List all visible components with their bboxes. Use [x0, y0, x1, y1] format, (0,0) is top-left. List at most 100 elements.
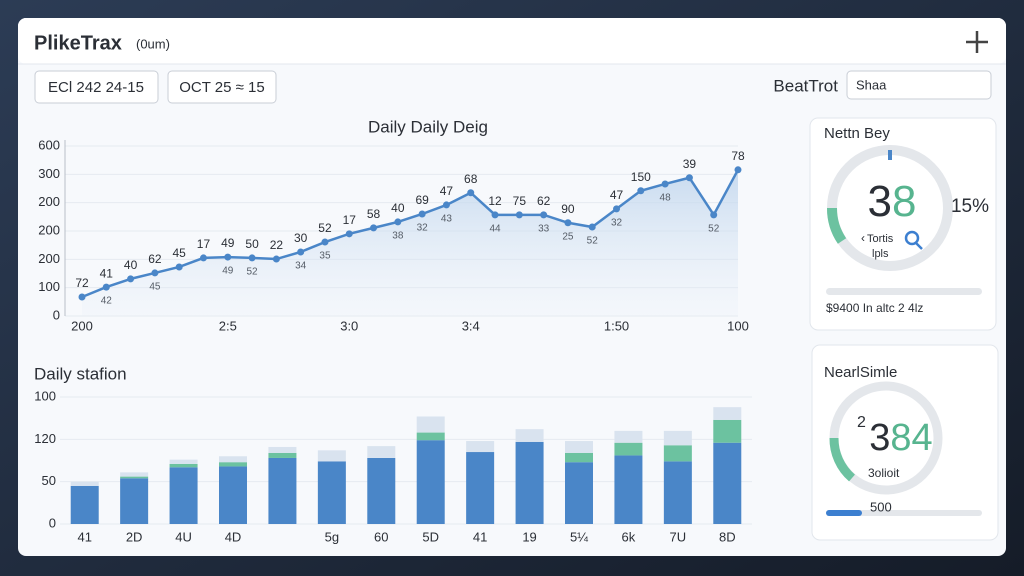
card-value: 38 [868, 177, 917, 226]
x-tick-label: 19 [522, 529, 536, 544]
value-accent: 8 [892, 177, 916, 226]
point-label: 41 [100, 266, 114, 280]
point-label: 58 [367, 207, 381, 221]
y-tick-label: 200 [38, 222, 60, 237]
app-title: PlikeTrax [34, 32, 122, 54]
y-tick-label: 50 [42, 473, 56, 488]
point [515, 211, 523, 219]
point [613, 205, 621, 213]
point-sublabel: 52 [708, 223, 720, 234]
bar-segment [268, 452, 297, 458]
toolbar-label: BeatTrot [773, 76, 838, 95]
point-sublabel: 52 [247, 267, 259, 278]
bar-segment [416, 432, 445, 441]
y-tick-label: 100 [38, 279, 60, 294]
bar-segment [466, 452, 495, 524]
point [418, 210, 426, 218]
x-tick-label: 7U [670, 529, 687, 544]
point-sublabel: 38 [392, 231, 404, 242]
bar-segment [713, 442, 742, 524]
point [467, 189, 475, 197]
bar-segment [317, 461, 346, 524]
point-label: 17 [197, 237, 211, 251]
point-label: 47 [610, 188, 624, 202]
card-line1: Tortis [867, 233, 894, 245]
title-bar [18, 18, 1006, 64]
search-input[interactable] [846, 70, 992, 100]
card-title: Nettn Bey [824, 125, 890, 142]
menu-icon[interactable] [966, 31, 988, 53]
x-tick-label: 4D [225, 529, 242, 544]
bar-segment [416, 440, 445, 524]
bar-chart-title: Daily stafion [34, 364, 127, 383]
point-sublabel: 33 [538, 223, 550, 234]
point-sublabel: 25 [562, 231, 574, 242]
point-label: 22 [270, 238, 284, 252]
point-sublabel: 45 [149, 282, 161, 293]
x-tick-label: 2D [126, 529, 143, 544]
line-chart-title: Daily Daily Deig [368, 117, 488, 136]
card: NearlSimle 2 384 3olioit 500 [811, 344, 999, 541]
point-label: 75 [513, 194, 527, 208]
point [637, 187, 645, 195]
y-tick-label: 0 [53, 307, 60, 322]
point-label: 40 [391, 201, 405, 215]
bar-segment [367, 446, 396, 458]
date-from-button[interactable] [34, 70, 159, 104]
card: Nettn Bey 38 15% ‹ Tortis lpls $9400 In … [809, 117, 997, 331]
point [685, 174, 693, 182]
point [272, 255, 280, 263]
line [81, 169, 740, 299]
search-icon[interactable] [904, 230, 923, 250]
x-tick-label: 5¼ [570, 529, 588, 544]
y-tick-label: 200 [38, 251, 60, 266]
point [102, 283, 110, 291]
card-prefix: 2 [857, 414, 866, 431]
point [345, 230, 353, 238]
point [224, 253, 232, 261]
y-tick-label: 0 [49, 515, 56, 530]
point-label: 50 [245, 237, 259, 251]
bar-segment [416, 416, 445, 433]
x-tick-label: 200 [71, 318, 93, 333]
caret: ‹ [861, 231, 865, 245]
point-label: 12 [488, 194, 502, 208]
bar-segment [515, 441, 544, 524]
point-label: 78 [731, 149, 745, 163]
x-tick-label: 8D [719, 529, 736, 544]
bar-segment [565, 441, 593, 453]
progress-track [826, 288, 982, 295]
bar-segment [219, 456, 247, 463]
point-label: 150 [631, 170, 651, 184]
date-to: OCT 25 ≈ 15 [179, 79, 265, 96]
point [199, 254, 207, 262]
card-title: NearlSimle [824, 364, 897, 381]
bar-segment [614, 455, 643, 524]
bar-segment [663, 461, 692, 524]
progress-fill [826, 510, 862, 516]
card-value: 384 [869, 417, 932, 459]
bar-segment [663, 445, 692, 462]
point-label: 62 [148, 252, 162, 266]
point-sublabel: 42 [101, 296, 113, 307]
date-from: ECl 242 24-15 [48, 79, 144, 96]
point-label: 72 [75, 276, 89, 290]
area [82, 169, 738, 316]
point [321, 238, 329, 246]
point [661, 180, 669, 188]
bar-segment [120, 478, 149, 524]
point [248, 254, 256, 262]
point-sublabel: 48 [660, 193, 672, 204]
card-line1: 3olioit [868, 466, 900, 480]
bar-segment [120, 476, 149, 479]
x-tick-label: 6k [622, 529, 636, 544]
bar-segment [515, 429, 544, 442]
date-to-button[interactable] [167, 70, 277, 104]
x-tick-label: 5D [422, 529, 439, 544]
x-tick-label: 4U [175, 529, 192, 544]
point-sublabel: 32 [611, 218, 623, 229]
y-tick-label: 200 [38, 194, 60, 209]
bar-segment [219, 466, 247, 524]
point-label: 30 [294, 231, 308, 245]
